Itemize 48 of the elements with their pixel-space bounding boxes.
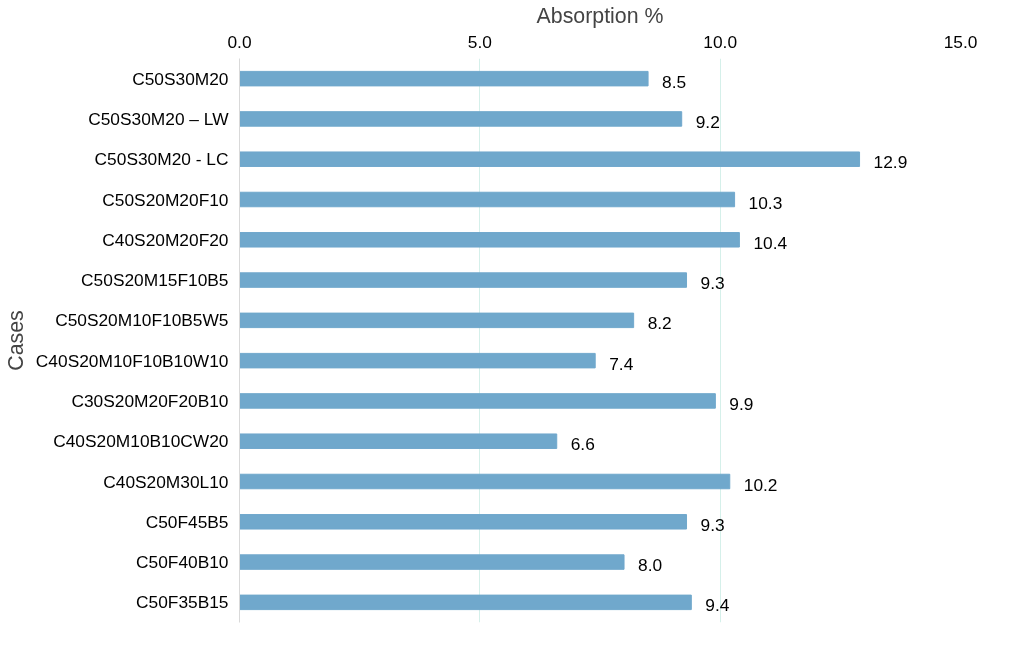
y-tick-label: C50S30M20 <box>132 68 229 89</box>
data-label: 12.9 <box>873 152 908 173</box>
y-tick-label: C30S20M20F20B10 <box>71 390 229 411</box>
x-tick-label: 5.0 <box>467 31 492 52</box>
y-tick-label: C50S20M20F10 <box>102 189 229 210</box>
bar <box>239 514 688 530</box>
bar <box>239 232 740 248</box>
y-tick-label: C50S20M15F10B5 <box>81 270 229 291</box>
y-tick-label: C50F45B5 <box>145 511 229 532</box>
y-axis-title: Cases <box>3 310 28 371</box>
data-label: 9.4 <box>705 595 730 616</box>
bar <box>239 191 736 208</box>
y-tick-label: C50F35B15 <box>136 592 229 613</box>
x-tick-label: 10.0 <box>703 31 738 52</box>
data-label: 9.2 <box>695 111 720 132</box>
data-label: 9.3 <box>700 514 725 535</box>
data-label: 10.4 <box>753 232 788 253</box>
bar <box>239 151 861 167</box>
y-tick-label: C50S30M20 – LW <box>88 108 230 129</box>
y-tick-label: C40S20M10B10CW20 <box>53 431 229 452</box>
y-tick-label: C50S20M10F10B5W5 <box>55 310 229 331</box>
data-label: 8.5 <box>662 71 687 92</box>
x-tick-label: 0.0 <box>227 31 252 52</box>
data-label: 7.4 <box>609 353 634 374</box>
bar <box>239 272 688 288</box>
bar <box>239 312 635 329</box>
data-label: 6.6 <box>570 434 595 455</box>
data-label: 10.2 <box>743 474 778 495</box>
data-label: 8.0 <box>638 555 663 576</box>
bar <box>239 554 625 570</box>
bar <box>239 433 558 449</box>
y-tick-label: C50S30M20 - LC <box>94 149 229 170</box>
data-label: 8.2 <box>647 313 672 334</box>
data-label: 9.3 <box>700 273 725 294</box>
x-axis-title: Absorption % <box>536 3 664 28</box>
data-label: 9.9 <box>729 393 754 414</box>
bar <box>239 111 683 127</box>
y-tick-label: C50F40B10 <box>136 552 229 573</box>
bar <box>239 352 596 369</box>
bar <box>239 393 716 409</box>
bar <box>239 594 692 611</box>
y-tick-label: C40S20M20F20 <box>102 229 229 250</box>
data-label: 10.3 <box>748 192 783 213</box>
bar <box>239 70 649 87</box>
y-tick-label: C40S20M10F10B10W10 <box>35 350 229 371</box>
x-tick-label: 15.0 <box>943 31 978 52</box>
bar <box>239 473 731 490</box>
y-tick-label: C40S20M30L10 <box>103 471 229 492</box>
